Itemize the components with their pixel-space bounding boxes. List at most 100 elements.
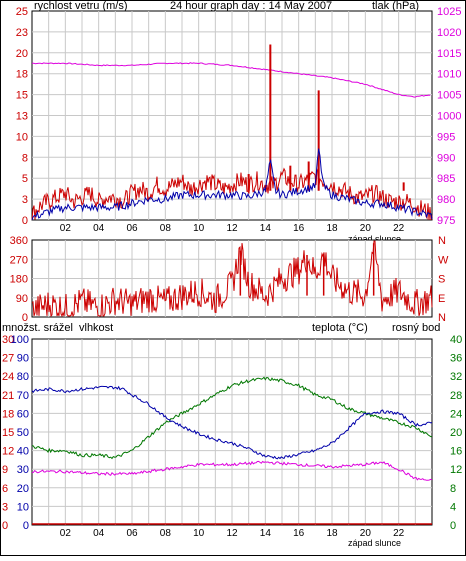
humidity-line xyxy=(31,385,433,460)
wind-speed-tick-label: 15 xyxy=(16,90,28,102)
rain-tick-label: 12 xyxy=(2,446,14,458)
dewpoint-line xyxy=(31,460,433,481)
panel3-x-tick-label: 12 xyxy=(226,528,238,539)
temperature-tick-label: 36 xyxy=(450,353,462,365)
compass-tick-label: N xyxy=(438,312,446,324)
temperature-tick-label: 0 xyxy=(450,520,456,532)
wind-speed-tick-label: 0 xyxy=(22,215,28,227)
rain-tick-label: 24 xyxy=(2,371,14,383)
rain-tick-label: 30 xyxy=(2,334,14,346)
compass-tick-label: N xyxy=(438,235,446,247)
pressure-tick-label: 1015 xyxy=(437,48,461,60)
pressure-tick-label: 995 xyxy=(437,131,455,143)
direction-tick-label: 0 xyxy=(22,312,28,324)
temperature-tick-label: 20 xyxy=(450,427,462,439)
panel3-x-tick-label: 02 xyxy=(60,528,72,539)
panel3-ticks: 0369121518212427300102030405060708090100… xyxy=(2,334,462,539)
wind-speed-tick-label: 13 xyxy=(16,111,28,123)
direction-tick-label: 360 xyxy=(10,235,28,247)
humidity-tick-label: 40 xyxy=(17,446,29,458)
temperature-axis-label: teplota (°C) xyxy=(312,322,368,334)
wind-speed-tick-label: 3 xyxy=(22,194,28,206)
rain-tick-label: 3 xyxy=(2,501,8,513)
pressure-tick-label: 980 xyxy=(437,194,455,206)
panel3-series xyxy=(31,376,433,525)
wind-speed-tick-label: 25 xyxy=(16,6,28,18)
panel3-x-tick-label: 20 xyxy=(360,528,372,539)
rain-tick-label: 6 xyxy=(2,483,8,495)
panel1-x-tick-label: 20 xyxy=(360,223,372,234)
pressure-tick-label: 1020 xyxy=(437,27,461,39)
panel3-x-tick-label: 08 xyxy=(160,528,172,539)
humidity-tick-label: 60 xyxy=(17,408,29,420)
humidity-tick-label: 0 xyxy=(23,520,29,532)
panel1-ticks: 0358101315182023259759809859909951000100… xyxy=(16,6,462,234)
panel3-grid xyxy=(32,339,432,525)
panel1-x-tick-label: 12 xyxy=(226,223,238,234)
compass-tick-label: E xyxy=(438,293,445,305)
temperature-tick-label: 4 xyxy=(450,501,456,513)
rain-tick-label: 21 xyxy=(2,390,14,402)
wind-speed-tick-label: 20 xyxy=(16,48,28,60)
panel1-x-tick-label: 06 xyxy=(126,223,138,234)
humidity-tick-label: 10 xyxy=(17,501,29,513)
panel3-x-tick-label: 14 xyxy=(260,528,272,539)
wind-average-line xyxy=(31,148,433,221)
panel3-x-tick-label: 06 xyxy=(126,528,138,539)
humidity-tick-label: 50 xyxy=(17,427,29,439)
pressure-tick-label: 990 xyxy=(437,152,455,164)
panel3-x-tick-label: 04 xyxy=(93,528,105,539)
temperature-tick-label: 40 xyxy=(450,334,462,346)
panel1-x-tick-label: 08 xyxy=(160,223,172,234)
compass-tick-label: W xyxy=(438,254,449,266)
compass-tick-label: S xyxy=(438,274,445,286)
wind-gust-line xyxy=(31,167,433,221)
panel3-x-tick-label: 18 xyxy=(326,528,338,539)
panel1-grid xyxy=(32,11,432,220)
panel1-x-tick-label: 18 xyxy=(326,223,338,234)
panel1-series xyxy=(31,44,433,221)
pressure-axis-label: tlak (hPa) xyxy=(372,0,419,12)
pressure-line xyxy=(31,62,431,98)
temperature-tick-label: 8 xyxy=(450,483,456,495)
rain-tick-label: 0 xyxy=(2,520,8,532)
rain-tick-label: 27 xyxy=(2,353,14,365)
wind-speed-tick-label: 5 xyxy=(22,173,28,185)
panel1-x-tick-label: 02 xyxy=(60,223,72,234)
panel3-x-tick-label: 10 xyxy=(193,528,205,539)
temperature-line xyxy=(31,376,433,460)
direction-tick-label: 270 xyxy=(10,254,28,266)
pressure-tick-label: 975 xyxy=(437,215,455,227)
sunset-label-2: západ slunce xyxy=(348,538,401,548)
pressure-tick-label: 1025 xyxy=(437,6,461,18)
direction-tick-label: 90 xyxy=(16,293,28,305)
direction-tick-label: 180 xyxy=(10,274,28,286)
wind-pressure-panel: 0358101315182023259759809859909951000100… xyxy=(16,0,462,244)
humidity-tick-label: 30 xyxy=(17,464,29,476)
rain-tick-label: 18 xyxy=(2,408,14,420)
pressure-tick-label: 1010 xyxy=(437,69,461,81)
panel1-x-tick-label: 22 xyxy=(393,223,405,234)
dewpoint-axis-label: rosný bod xyxy=(392,322,440,334)
panel3-x-tick-label: 16 xyxy=(293,528,305,539)
wind-speed-tick-label: 10 xyxy=(16,131,28,143)
humidity-temperature-panel: 0369121518212427300102030405060708090100… xyxy=(2,322,462,548)
chart-title: 24 hour graph day : 14 May 2007 xyxy=(170,0,332,12)
pressure-tick-label: 1005 xyxy=(437,90,461,102)
rain-tick-label: 15 xyxy=(2,427,14,439)
panel1-x-tick-label: 14 xyxy=(260,223,272,234)
panel1-x-tick-label: 10 xyxy=(193,223,205,234)
humidity-axis-label: vlhkost xyxy=(79,322,113,334)
humidity-tick-label: 100 xyxy=(11,334,29,346)
humidity-tick-label: 80 xyxy=(17,371,29,383)
wind-direction-line xyxy=(31,240,433,318)
wind-speed-tick-label: 23 xyxy=(16,27,28,39)
panel2-series xyxy=(31,240,433,318)
panel3-x-tick-label: 22 xyxy=(393,528,405,539)
temperature-tick-label: 24 xyxy=(450,408,462,420)
rain-tick-label: 9 xyxy=(2,464,8,476)
wind-speed-tick-label: 8 xyxy=(22,152,28,164)
